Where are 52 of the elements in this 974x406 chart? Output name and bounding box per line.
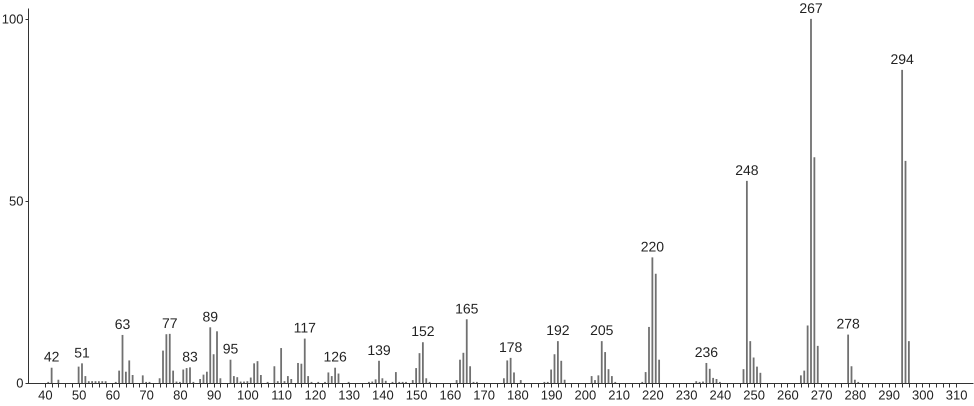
- annotation: 63: [114, 316, 130, 332]
- annotation: 51: [74, 344, 90, 360]
- annotation: 42: [44, 348, 60, 365]
- x-tick-label: 230: [676, 388, 698, 402]
- annotation: 126: [323, 348, 348, 365]
- x-tick-label: 210: [608, 388, 630, 402]
- x-tick-label: 180: [507, 388, 529, 402]
- x-tick-label: 290: [878, 388, 900, 402]
- x-tick-label: 200: [574, 388, 596, 402]
- x-tick-label: 70: [139, 388, 154, 402]
- x-tick-label: 140: [372, 388, 394, 402]
- x-tick-label: 280: [844, 388, 866, 402]
- x-tick-label: 240: [710, 388, 732, 402]
- x-tick-label: 310: [946, 388, 968, 402]
- y-tick-label: 100: [2, 11, 24, 26]
- annotation: 165: [455, 300, 479, 316]
- annotation: 192: [546, 322, 570, 338]
- annotation: 220: [640, 238, 664, 254]
- x-tick-label: 90: [206, 388, 222, 402]
- x-tick-label: 250: [743, 388, 765, 402]
- annotation: 205: [590, 322, 614, 338]
- annotation: 294: [890, 50, 914, 67]
- annotation: 278: [836, 316, 860, 332]
- annotation: 89: [202, 308, 218, 324]
- x-tick-label: 170: [473, 388, 495, 402]
- annotation: 95: [222, 340, 238, 357]
- annotation: 139: [367, 342, 391, 358]
- y-tick-label: 50: [9, 193, 24, 208]
- x-tick-label: 100: [237, 388, 259, 402]
- annotation: 236: [694, 344, 718, 360]
- x-tick-label: 160: [440, 388, 462, 402]
- x-tick-label: 130: [338, 388, 360, 402]
- annotation: 267: [799, 0, 823, 16]
- x-tick-label: 40: [38, 388, 53, 402]
- y-tick-label: 0: [16, 376, 24, 390]
- x-tick-label: 110: [271, 388, 292, 402]
- annotation: 77: [162, 314, 178, 331]
- x-tick-label: 270: [810, 388, 832, 402]
- x-tick-label: 120: [304, 388, 326, 402]
- x-tick-label: 190: [540, 388, 562, 402]
- x-tick-label: 300: [912, 388, 934, 402]
- x-tick-label: 50: [72, 388, 86, 402]
- annotation: 83: [182, 348, 198, 364]
- x-tick-label: 260: [777, 388, 799, 402]
- x-tick-label: 60: [106, 388, 120, 402]
- annotation: 117: [294, 320, 316, 336]
- annotation: 152: [411, 323, 435, 340]
- x-tick-label: 220: [642, 388, 664, 402]
- x-tick-label: 150: [406, 388, 428, 402]
- annotation: 248: [735, 162, 759, 178]
- x-tick-label: 80: [173, 388, 188, 402]
- annotation: 178: [498, 338, 523, 355]
